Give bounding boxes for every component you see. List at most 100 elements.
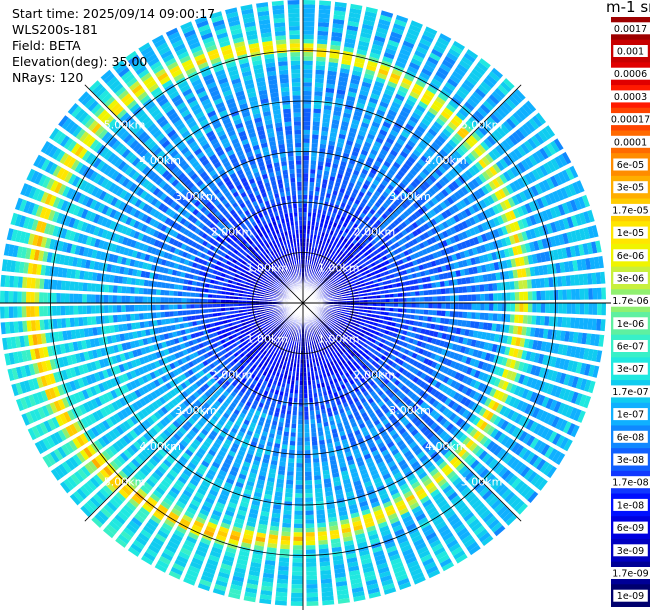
ppi-cell <box>134 287 140 295</box>
ppi-cell <box>477 371 485 381</box>
ppi-cell <box>423 478 433 487</box>
ppi-cell <box>454 523 466 534</box>
ppi-cell <box>536 340 543 351</box>
ppi-cell <box>457 353 464 362</box>
ppi-cell <box>333 325 338 330</box>
ppi-cell <box>315 501 325 506</box>
ppi-cell <box>513 360 521 370</box>
ppi-cell <box>374 340 381 346</box>
ppi-cell <box>544 428 554 441</box>
ppi-cell <box>534 327 540 338</box>
ppi-cell <box>413 431 422 440</box>
ppi-cell <box>165 283 171 289</box>
ppi-cell <box>305 536 316 542</box>
ppi-cell <box>532 456 543 469</box>
ppi-cell <box>393 303 399 307</box>
ppi-cell <box>408 425 416 433</box>
ppi-cell <box>190 304 195 309</box>
ppi-cell <box>517 325 523 335</box>
ppi-cell <box>386 321 392 326</box>
ppi-cell <box>286 475 294 481</box>
ppi-cell <box>578 317 584 330</box>
ppi-cell <box>304 415 310 420</box>
ppi-cell <box>478 321 484 330</box>
ppi-cell <box>484 397 492 407</box>
ppi-cell <box>541 396 550 408</box>
ppi-cell <box>498 485 509 497</box>
ppi-cell <box>278 565 290 571</box>
ppi-cell <box>486 425 496 436</box>
ppi-cell <box>177 304 182 310</box>
ppi-cell <box>429 409 438 418</box>
ppi-cell <box>538 327 545 338</box>
ppi-cell <box>518 314 524 324</box>
ppi-cell <box>532 339 539 350</box>
ppi-cell <box>444 509 456 520</box>
ppi-cell <box>484 312 489 321</box>
ppi-cell <box>427 359 434 367</box>
ppi-cell <box>565 405 574 418</box>
ppi-cell <box>485 332 492 341</box>
ppi-cell <box>532 303 537 313</box>
ppi-cell <box>425 394 433 403</box>
ppi-cell <box>439 502 451 512</box>
ppi-cell <box>448 542 461 553</box>
ppi-cell <box>474 502 486 513</box>
ppi-cell <box>565 316 571 328</box>
ppi-cell <box>472 330 479 338</box>
ppi-cell <box>452 318 458 326</box>
ppi-cell <box>457 447 468 458</box>
ppi-cell <box>506 303 511 312</box>
ppi-cell <box>151 304 156 311</box>
ppi-cell <box>423 374 431 382</box>
ppi-cell <box>561 316 567 328</box>
ppi-cell <box>21 291 27 303</box>
ppi-cell <box>17 276 23 289</box>
ppi-cell <box>143 288 148 295</box>
ppi-cell <box>304 441 311 446</box>
ppi-cell <box>361 364 368 370</box>
ppi-cell <box>462 436 472 446</box>
ppi-cell <box>472 430 482 440</box>
ppi-cell <box>427 336 433 343</box>
ppi-cell <box>458 406 467 416</box>
ppi-cell <box>306 553 317 559</box>
ppi-cell <box>440 481 451 491</box>
ppi-cell <box>442 433 451 443</box>
ppi-cell <box>305 493 314 498</box>
ppi-cell <box>590 333 596 346</box>
ppi-cell <box>113 275 119 284</box>
ppi-cell <box>186 298 191 303</box>
ppi-cell <box>559 419 568 432</box>
ppi-cell <box>336 341 341 347</box>
ppi-cell <box>333 338 338 343</box>
ppi-cell <box>552 432 562 445</box>
ppi-cell <box>434 474 445 484</box>
ppi-cell <box>570 391 579 404</box>
ppi-cell <box>485 385 493 396</box>
ppi-cell <box>406 308 412 313</box>
ppi-cell <box>537 478 549 491</box>
ppi-cell <box>475 447 485 458</box>
ppi-cell <box>305 519 315 524</box>
ppi-cell <box>297 445 303 451</box>
ppi-cell <box>346 366 352 372</box>
ppi-cell <box>378 426 386 434</box>
ppi-cell <box>480 303 485 311</box>
ppi-cell <box>534 379 542 391</box>
ppi-cell <box>295 489 303 494</box>
ppi-cell <box>34 292 40 303</box>
ppi-cell <box>297 441 303 446</box>
ppi-cell <box>364 360 371 367</box>
ppi-cell <box>479 468 490 479</box>
ppi-cell <box>471 303 477 310</box>
ppi-cell <box>436 427 445 436</box>
ppi-cell <box>423 416 432 424</box>
ppi-cell <box>406 303 412 308</box>
ppi-cell <box>406 437 415 446</box>
ppi-cell <box>349 379 355 385</box>
ppi-cell <box>540 443 551 456</box>
ppi-cell <box>414 333 421 340</box>
ppi-cell <box>479 420 489 431</box>
ppi-cell <box>491 401 500 412</box>
